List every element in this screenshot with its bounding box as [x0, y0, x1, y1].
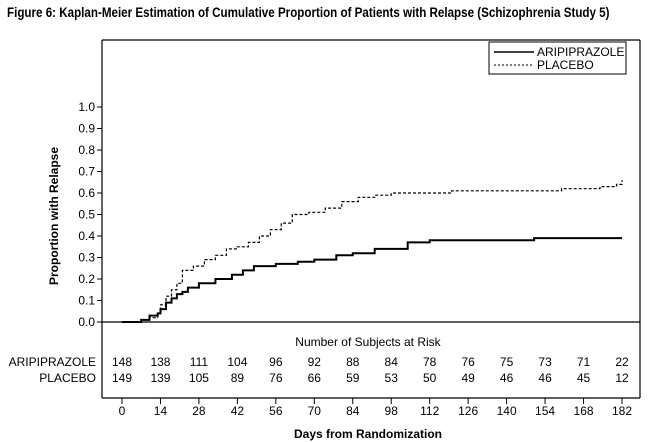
risk-count-1-7: 53 — [385, 371, 399, 385]
risk-table: Number of Subjects at Risk ARIPIPRAZOLE … — [9, 335, 629, 385]
y-tick-label-8: 0.8 — [78, 143, 95, 157]
risk-count-0-5: 92 — [308, 355, 322, 369]
y-tick-label-6: 0.6 — [78, 186, 95, 200]
x-tick-label-10: 140 — [497, 404, 517, 418]
y-tick-label-7: 0.7 — [78, 165, 95, 179]
x-ticks: 0 14 28 42 56 70 84 98 112 126 140 154 168 182 — [119, 398, 632, 418]
risk-count-1-4: 76 — [269, 371, 283, 385]
risk-count-1-0: 149 — [112, 371, 132, 385]
risk-count-1-2: 105 — [189, 371, 209, 385]
risk-count-0-9: 76 — [461, 355, 475, 369]
risk-count-0-7: 84 — [385, 355, 399, 369]
x-tick-label-11: 154 — [535, 404, 555, 418]
y-tick-label-5: 0.5 — [78, 208, 95, 222]
x-tick-label-4: 56 — [269, 404, 283, 418]
series-line-aripiprazole — [122, 237, 622, 323]
y-ticks: 0.0 0.1 0.2 0.3 0.4 0.5 0.6 0.7 0.8 0.9 1.0 — [78, 100, 102, 329]
risk-count-1-12: 45 — [577, 371, 591, 385]
risk-count-0-0: 148 — [112, 355, 132, 369]
x-tick-label-12: 168 — [574, 404, 594, 418]
y-tick-label-4: 0.4 — [78, 229, 95, 243]
y-tick-label-9: 0.9 — [78, 122, 95, 136]
y-axis-title: Proportion with Relapse — [47, 147, 61, 285]
x-tick-label-3: 42 — [231, 404, 245, 418]
risk-count-0-1: 138 — [150, 355, 170, 369]
figure-title: Figure 6: Kaplan-Meier Estimation of Cum… — [7, 5, 610, 20]
legend-label-placebo: PLACEBO — [537, 58, 594, 72]
risk-count-0-3: 104 — [227, 355, 247, 369]
risk-count-1-6: 59 — [346, 371, 360, 385]
x-tick-label-6: 84 — [346, 404, 360, 418]
risk-count-0-2: 111 — [190, 355, 209, 369]
y-tick-label-1: 0.1 — [78, 294, 95, 308]
x-tick-label-5: 70 — [308, 404, 322, 418]
risk-count-1-1: 139 — [150, 371, 170, 385]
y-tick-label-0: 0.0 — [78, 315, 95, 329]
y-tick-label-10: 1.0 — [78, 100, 95, 114]
risk-count-0-4: 96 — [269, 355, 283, 369]
risk-count-1-8: 50 — [423, 371, 437, 385]
x-tick-label-1: 14 — [154, 404, 168, 418]
risk-count-1-10: 46 — [500, 371, 514, 385]
risk-row-aripiprazole: 148 138 111 104 96 92 88 84 78 76 75 73 71 22 — [112, 355, 629, 369]
risk-count-0-12: 71 — [577, 355, 591, 369]
x-tick-label-9: 126 — [458, 404, 478, 418]
series-line-placebo — [122, 180, 623, 323]
y-tick-label-2: 0.2 — [78, 272, 95, 286]
risk-table-header: Number of Subjects at Risk — [295, 335, 441, 349]
risk-count-1-13: 12 — [615, 371, 629, 385]
y-tick-label-3: 0.3 — [78, 251, 95, 265]
x-tick-label-8: 112 — [420, 404, 439, 418]
axis-frame — [101, 39, 641, 399]
risk-row-label-aripiprazole: ARIPIPRAZOLE — [9, 355, 96, 369]
x-tick-label-7: 98 — [385, 404, 399, 418]
x-axis-title: Days from Randomization — [294, 427, 442, 441]
risk-count-1-3: 89 — [231, 371, 245, 385]
x-tick-label-13: 182 — [612, 404, 632, 418]
x-tick-label-0: 0 — [119, 404, 126, 418]
risk-count-0-10: 75 — [500, 355, 514, 369]
legend-box — [488, 41, 627, 75]
x-tick-label-2: 28 — [192, 404, 206, 418]
legend: ARIPIPRAZOLE PLACEBO — [488, 41, 627, 75]
risk-count-0-8: 78 — [423, 355, 437, 369]
risk-count-0-13: 22 — [615, 355, 629, 369]
risk-count-0-6: 88 — [346, 355, 360, 369]
risk-row-label-placebo: PLACEBO — [39, 371, 96, 385]
risk-count-1-5: 66 — [308, 371, 322, 385]
series-layer — [122, 180, 623, 323]
legend-label-aripiprazole: ARIPIPRAZOLE — [537, 45, 624, 59]
risk-count-1-9: 49 — [461, 371, 475, 385]
risk-count-1-11: 46 — [538, 371, 552, 385]
risk-count-0-11: 73 — [538, 355, 552, 369]
risk-row-placebo: 149 139 105 89 76 66 59 53 50 49 46 46 45 12 — [112, 371, 629, 385]
